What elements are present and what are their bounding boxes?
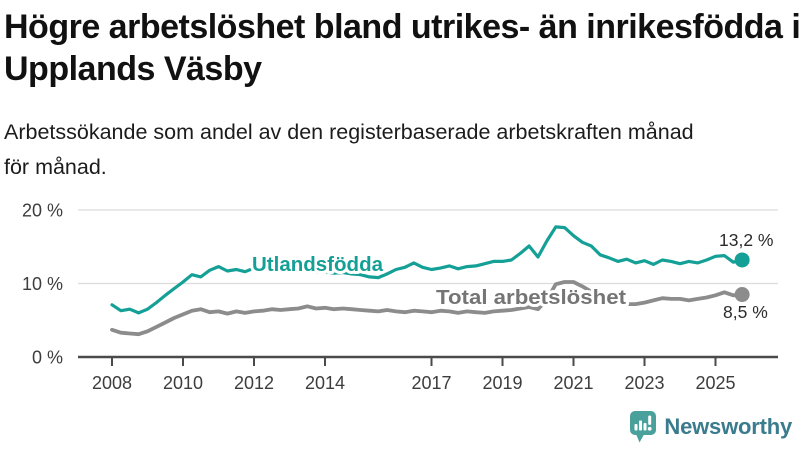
- logo-bubble: [630, 411, 657, 435]
- chart-title: Högre arbetslöshet bland utrikes- än inr…: [4, 8, 800, 88]
- y-axis-label: 10 %: [22, 274, 63, 294]
- logo-bar-1: [634, 424, 638, 431]
- y-axis-label: 20 %: [22, 201, 63, 221]
- x-tick-label: 2012: [234, 373, 274, 393]
- gridlines-and-yaxis: 0 % 10 % 20 %: [22, 201, 778, 368]
- logo-exclamation-dot: [648, 426, 653, 431]
- series-label-0: Utlandsfödda: [252, 254, 384, 276]
- series-end-dot-1: [734, 287, 750, 303]
- x-tick-label: 2008: [92, 373, 132, 393]
- x-tick-label: 2019: [482, 373, 522, 393]
- series-line-1: [110, 280, 744, 337]
- x-tick-label: 2014: [305, 373, 345, 393]
- x-tick-label: 2017: [411, 373, 451, 393]
- series-end-value-0: 13,2 %: [719, 230, 773, 250]
- logo-bar-2: [639, 420, 643, 431]
- series-lines: [110, 225, 750, 337]
- logo-exclamation-stem: [648, 415, 652, 425]
- series-label-1: Total arbetslöshet: [436, 287, 626, 309]
- brand-footer: Newsworthy: [629, 410, 792, 444]
- series-line-0: [110, 225, 744, 315]
- x-tick-label: 2010: [163, 373, 203, 393]
- x-axis: 2008 2010 2012 2014 2017 2019 2021 2023 2025: [78, 355, 778, 393]
- y-axis-label: 0 %: [32, 348, 63, 368]
- x-tick-label: 2021: [553, 373, 593, 393]
- logo-bubble-tail: [636, 434, 645, 443]
- x-tick-label: 2025: [695, 373, 735, 393]
- series-end-value-1: 8,5 %: [723, 302, 768, 322]
- logo-bar-3: [643, 423, 647, 431]
- x-tick-label: 2023: [624, 373, 664, 393]
- newsworthy-logo-icon: [630, 411, 657, 443]
- chart-labels: Utlandsfödda 13,2 % Total arbetslöshet 8,5 …: [249, 230, 773, 322]
- brand-name: Newsworthy: [664, 414, 792, 439]
- chart-subtitle: Arbetssökande som andel av den registerb…: [4, 120, 694, 179]
- series-end-dot-0: [734, 252, 750, 268]
